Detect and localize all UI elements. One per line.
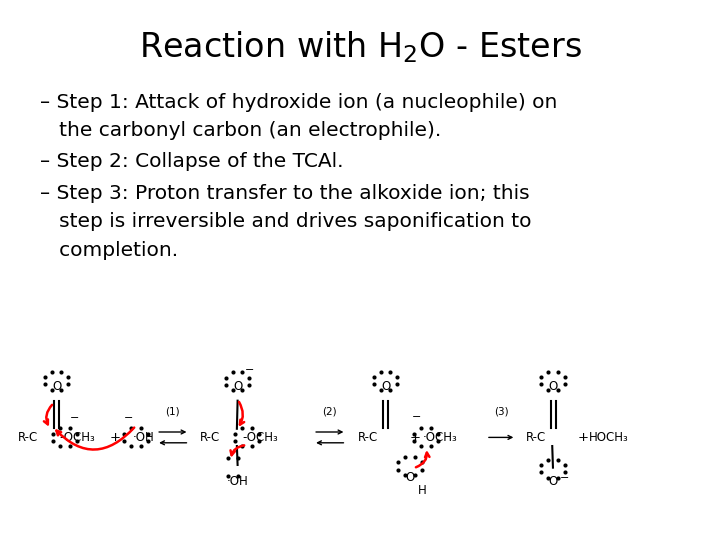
Text: ·OH: ·OH [227, 475, 248, 488]
Text: – Step 1: Attack of hydroxide ion (a nucleophile) on: – Step 1: Attack of hydroxide ion (a nuc… [40, 93, 557, 112]
Text: R-C: R-C [358, 431, 378, 444]
Text: the carbonyl carbon (an electrophile).: the carbonyl carbon (an electrophile). [40, 122, 441, 140]
Text: −: − [559, 474, 570, 483]
Text: +: + [410, 431, 420, 444]
Text: (2): (2) [323, 407, 337, 417]
Text: step is irreversible and drives saponification to: step is irreversible and drives saponifi… [40, 212, 531, 231]
Text: (1): (1) [166, 407, 180, 417]
Text: +: + [577, 431, 588, 444]
Text: -OCH₃: -OCH₃ [60, 431, 96, 444]
Text: +: + [109, 431, 121, 444]
Text: – Step 2: Collapse of the TCAl.: – Step 2: Collapse of the TCAl. [40, 152, 343, 171]
Text: completion.: completion. [40, 241, 178, 260]
Text: O: O [405, 471, 414, 484]
Text: Reaction with H$_2$O - Esters: Reaction with H$_2$O - Esters [138, 30, 582, 65]
Text: O: O [549, 475, 557, 488]
Text: (3): (3) [494, 407, 508, 417]
Text: O: O [549, 380, 558, 393]
Text: ·OH: ·OH [133, 431, 155, 444]
Text: −: − [245, 366, 255, 375]
Text: HOCH₃: HOCH₃ [589, 431, 629, 444]
Text: R-C: R-C [526, 431, 546, 444]
Text: ·OCH₃: ·OCH₃ [423, 431, 457, 444]
Text: – Step 3: Proton transfer to the alkoxide ion; this: – Step 3: Proton transfer to the alkoxid… [40, 184, 529, 202]
Text: O: O [52, 380, 61, 393]
Text: R-C: R-C [200, 431, 220, 444]
Text: -OCH₃: -OCH₃ [242, 431, 278, 444]
Text: −: − [69, 413, 79, 423]
Text: O: O [381, 380, 390, 393]
Text: −: − [123, 413, 133, 423]
Text: H: H [418, 484, 427, 497]
Text: O: O [233, 380, 242, 393]
Text: −: − [411, 412, 421, 422]
Text: R-C: R-C [18, 431, 38, 444]
